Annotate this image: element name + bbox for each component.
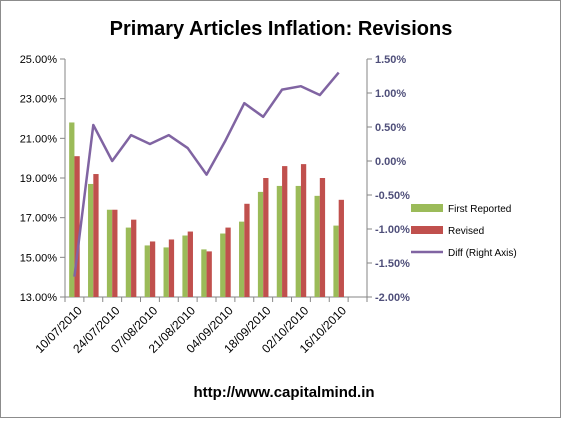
bar-first-reported	[201, 249, 207, 297]
footer-url: http://www.capitalmind.in	[193, 384, 374, 401]
bar-revised	[263, 178, 269, 297]
bar-revised	[168, 239, 175, 297]
left-axis-tick-label: 21.00%	[20, 133, 58, 145]
bar-first-reported	[125, 227, 132, 297]
right-axis-tick-label: -1.00%	[375, 224, 410, 236]
bar-revised	[244, 203, 250, 297]
right-axis-tick-label: 0.00%	[375, 156, 406, 168]
bar-first-reported	[144, 245, 150, 297]
bar-first-reported	[106, 209, 113, 297]
right-axis-tick-label: 1.00%	[375, 88, 406, 100]
legend-swatch	[411, 204, 443, 212]
legend-label: Revised	[448, 226, 484, 237]
bar-first-reported	[314, 195, 320, 297]
bar-first-reported	[182, 235, 188, 297]
plot-area: 13.00% 15.00% 17.00% 19.00% 21.00% 23.00% 25.0…	[20, 54, 410, 356]
right-axis-tick-label: -1.50%	[375, 258, 410, 270]
bar-revised	[300, 164, 307, 297]
bar-first-reported	[276, 185, 283, 297]
bar-revised	[282, 166, 288, 297]
right-axis-tick-label: -2.00%	[375, 292, 410, 304]
legend-label: First Reported	[448, 204, 511, 215]
bar-revised	[149, 241, 156, 297]
bar-first-reported	[333, 225, 339, 297]
left-axis-tick-label: 23.00%	[20, 94, 58, 106]
bar-first-reported	[239, 221, 245, 297]
bar-first-reported	[88, 183, 94, 297]
bar-revised	[112, 209, 118, 297]
right-axis-tick-label: 0.50%	[375, 122, 406, 134]
bar-first-reported	[69, 122, 75, 297]
left-axis-tick-label: 13.00%	[20, 292, 58, 304]
legend-label: Diff (Right Axis)	[448, 248, 517, 259]
bar-first-reported	[163, 247, 169, 297]
line-diff-series	[73, 71, 340, 277]
left-axis-tick-label: 25.00%	[20, 54, 58, 66]
bar-revised	[206, 251, 212, 297]
left-axis-tick-label: 15.00%	[20, 252, 58, 264]
bar-revised	[93, 174, 99, 297]
bar-revised	[131, 219, 137, 297]
left-axis-tick-label: 17.00%	[20, 213, 58, 225]
bar-revised	[187, 231, 193, 297]
right-axis-tick-label: -0.50%	[375, 190, 410, 202]
legend: First Reported Revised Diff (Right Axis)	[411, 204, 517, 259]
right-axis-tick-label: 1.50%	[375, 54, 406, 66]
left-axis-tick-label: 19.00%	[20, 173, 58, 185]
bar-revised	[74, 156, 80, 297]
bar-first-reported	[220, 233, 226, 297]
bar-first-reported	[295, 185, 301, 297]
bar-first-reported	[257, 191, 264, 297]
bar-revised	[225, 227, 231, 297]
bar-revised	[319, 178, 326, 297]
chart-title: Primary Articles Inflation: Revisions	[110, 18, 453, 40]
bar-revised	[338, 199, 344, 297]
legend-swatch	[411, 226, 443, 234]
